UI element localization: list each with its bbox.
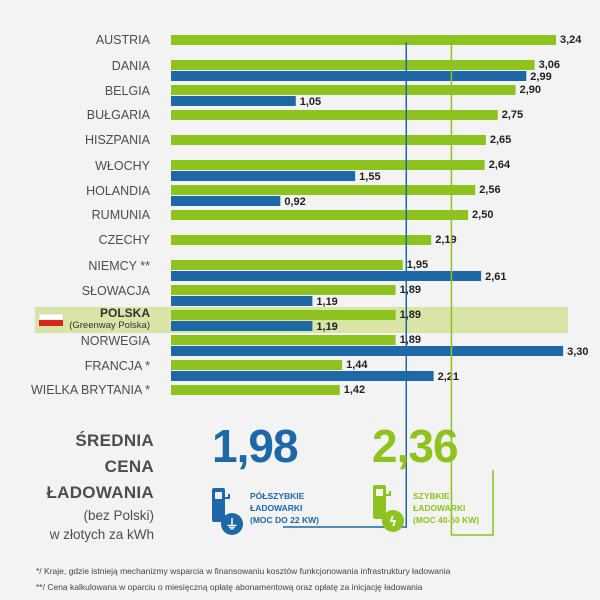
flag-red: [39, 320, 63, 326]
fast-bar: [171, 385, 340, 395]
fast-bar: [171, 185, 476, 195]
semi-bar: [171, 321, 313, 331]
fast-average-line: [450, 42, 494, 536]
category-label: CZECHY: [99, 233, 151, 247]
semi-bar: [171, 296, 313, 306]
semi-value-label: 1,19: [316, 296, 337, 308]
semi-average-label: PÓŁSZYBKIE ŁADOWARKI (MOC DO 22 KW): [250, 490, 319, 526]
average-title: ŚREDNIA CENA ŁADOWANIA (bez Polski) w zł…: [20, 428, 154, 544]
average-title-line4: (bez Polski): [83, 508, 154, 523]
semi-value-label: 0,92: [284, 196, 305, 208]
semi-label-line2: ŁADOWARKI: [250, 503, 303, 513]
category-label: NIEMCY **: [88, 259, 150, 273]
fast-value-label: 1,42: [344, 384, 365, 396]
category-label: SŁOWACJA: [82, 284, 151, 298]
semi-value-label: 2,99: [530, 71, 551, 83]
bolt-icon-badge: [382, 510, 404, 532]
fast-bar: [171, 210, 469, 220]
category-label: HISZPANIA: [85, 133, 151, 147]
plug-icon-glyph: ⏚: [225, 518, 238, 533]
plug-icon-badge: [221, 513, 243, 535]
fast-bar: [171, 360, 343, 370]
average-title-line3: ŁADOWANIA: [46, 483, 154, 502]
category-label: WŁOCHY: [95, 159, 151, 173]
semi-value-label: 1,05: [300, 96, 321, 108]
category-label: NORWEGIA: [81, 334, 151, 348]
semi-value-label: 2,21: [438, 371, 459, 383]
category-label: RUMUNIA: [92, 208, 151, 222]
footnote-1: */ Kraje, gdzie istnieją mechanizmy wspa…: [36, 566, 451, 576]
semi-bar: [171, 271, 482, 281]
fast-bar: [171, 235, 432, 245]
fast-label-line2: ŁADOWARKI: [413, 503, 466, 513]
fast-value-label: 3,06: [539, 59, 560, 71]
fast-bar: [171, 85, 516, 95]
fast-label-line3: (MOC 40-50 KW): [413, 515, 480, 525]
fast-value-label: 1,44: [346, 359, 368, 371]
fast-value-label: 2,64: [489, 159, 511, 171]
fast-value-label: 1,95: [407, 259, 428, 271]
average-title-line2: CENA: [104, 457, 154, 476]
fast-bar: [171, 110, 498, 120]
fast-bar: [171, 160, 485, 170]
semi-value-label: 1,19: [316, 321, 337, 333]
category-label: POLSKA: [100, 306, 150, 320]
semi-bar: [171, 346, 564, 356]
plug-icon-screen: [215, 492, 222, 499]
semi-bar: [171, 171, 356, 181]
fast-bar: [171, 60, 535, 70]
fast-value-label: 2,90: [520, 84, 541, 96]
category-label: FRANCJA *: [85, 359, 150, 373]
average-title-line5: w złotych za kWh: [49, 527, 154, 542]
fast-bar: [171, 335, 396, 345]
semi-bar: [171, 371, 434, 381]
fast-value-label: 1,89: [400, 284, 421, 296]
semi-value-label: 3,30: [567, 346, 588, 358]
semi-average-line: [283, 42, 408, 528]
plug-icon-cable: [225, 494, 230, 499]
semi-bar: [171, 196, 281, 206]
semi-bar: [171, 71, 527, 81]
bolt-icon-screen: [376, 489, 383, 496]
bolt-icon-glyph: ϟ: [389, 515, 398, 530]
semi-average-value: 1,98: [212, 420, 299, 472]
footnote-2: **/ Cena kalkulowana w oparciu o miesięc…: [36, 582, 423, 592]
category-label: HOLANDIA: [86, 184, 151, 198]
category-label: BELGIA: [105, 84, 151, 98]
fast-label-line1: SZYBKIE: [413, 491, 450, 501]
fast-value-label: 2,65: [490, 134, 511, 146]
semi-label-line3: (MOC DO 22 KW): [250, 515, 319, 525]
category-label: AUSTRIA: [96, 33, 151, 47]
fast-value-label: 1,89: [400, 309, 421, 321]
fast-value-label: 1,89: [400, 334, 421, 346]
bolt-icon-cable: [386, 491, 391, 496]
fast-value-label: 3,24: [560, 34, 582, 46]
semi-value-label: 1,55: [359, 171, 380, 183]
semi-bar: [171, 96, 296, 106]
semi-value-label: 2,61: [485, 271, 506, 283]
fast-bar: [171, 310, 396, 320]
category-sublabel: (Greenway Polska): [69, 320, 150, 331]
category-label: WIELKA BRYTANIA *: [31, 383, 150, 397]
fast-bar: [171, 135, 486, 145]
fast-bar: [171, 35, 556, 45]
fast-value-label: 2,50: [472, 209, 493, 221]
fast-bar: [171, 260, 403, 270]
category-label: BUŁGARIA: [87, 108, 151, 122]
average-title-line1: ŚREDNIA: [75, 431, 154, 450]
category-label: DANIA: [112, 59, 151, 73]
fast-value-label: 2,75: [502, 109, 523, 121]
fast-bar: [171, 285, 396, 295]
flag-white: [38, 313, 64, 321]
fast-average-value: 2,36: [372, 420, 459, 472]
fast-value-label: 2,19: [435, 234, 456, 246]
semi-label-line1: PÓŁSZYBKIE: [250, 491, 305, 501]
fast-value-label: 2,56: [479, 184, 500, 196]
fast-average-label: SZYBKIE ŁADOWARKI (MOC 40-50 KW): [413, 490, 479, 526]
